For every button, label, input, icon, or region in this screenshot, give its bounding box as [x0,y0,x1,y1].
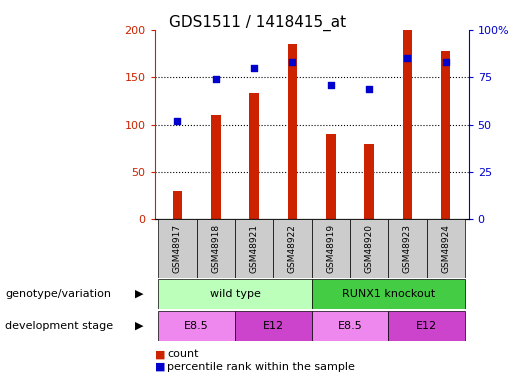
Text: percentile rank within the sample: percentile rank within the sample [167,362,355,372]
Bar [326,134,335,219]
Text: GSM48918: GSM48918 [211,224,220,273]
Bar [364,144,374,219]
Point [365,86,373,92]
Bar [158,219,197,278]
Text: GDS1511 / 1418415_at: GDS1511 / 1418415_at [169,15,346,31]
Bar [388,310,465,341]
Point [327,82,335,88]
Bar [312,279,465,309]
Bar [173,191,182,219]
Point [441,59,450,65]
Text: GSM48917: GSM48917 [173,224,182,273]
Text: ■: ■ [154,362,165,372]
Bar [312,219,350,278]
Bar [273,219,312,278]
Text: GSM48920: GSM48920 [365,224,373,273]
Text: ▶: ▶ [135,321,143,331]
Bar [249,93,259,219]
Bar [350,219,388,278]
Text: E8.5: E8.5 [184,321,209,331]
Text: genotype/variation: genotype/variation [5,289,111,299]
Text: E12: E12 [416,321,437,331]
Bar [197,219,235,278]
Bar [426,219,465,278]
Bar [441,51,451,219]
Bar [288,44,297,219]
Text: ▶: ▶ [135,289,143,299]
Bar [158,310,235,341]
Text: GSM48921: GSM48921 [250,224,259,273]
Text: RUNX1 knockout: RUNX1 knockout [341,289,435,299]
Point [212,76,220,82]
Text: GSM48924: GSM48924 [441,224,450,273]
Point [174,118,182,124]
Text: GSM48919: GSM48919 [326,224,335,273]
Text: development stage: development stage [5,321,113,331]
Point [288,59,297,65]
Text: GSM48922: GSM48922 [288,224,297,273]
Text: count: count [167,350,199,359]
Bar [388,219,426,278]
Bar [158,279,312,309]
Point [250,65,258,71]
Bar [235,310,312,341]
Text: GSM48923: GSM48923 [403,224,412,273]
Bar [403,30,412,219]
Bar [235,219,273,278]
Bar [312,310,388,341]
Text: E8.5: E8.5 [337,321,362,331]
Text: wild type: wild type [210,289,261,299]
Text: ■: ■ [154,350,165,359]
Bar [211,115,220,219]
Point [403,56,411,62]
Text: E12: E12 [263,321,284,331]
